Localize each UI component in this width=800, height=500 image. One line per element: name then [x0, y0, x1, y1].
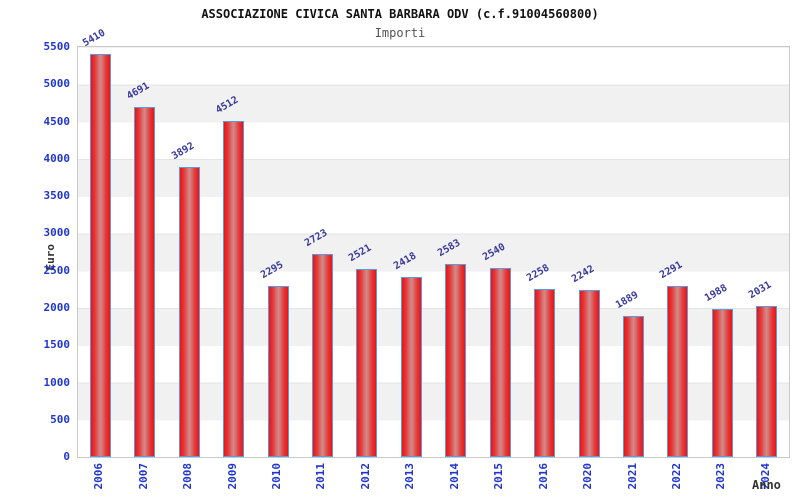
- chart-subtitle: Importi: [374, 26, 426, 40]
- x-tick-label: 2013: [403, 463, 417, 490]
- y-tick-label: 2000: [43, 300, 71, 314]
- y-tick-label: 1000: [43, 375, 71, 389]
- bar-value-label: 2258: [525, 262, 552, 284]
- y-tick-label: 2500: [43, 263, 71, 277]
- bar: [223, 120, 244, 457]
- bar: [623, 316, 644, 457]
- y-tick-label: 1500: [43, 338, 71, 352]
- bar-value-label: 2242: [569, 263, 596, 286]
- y-tick-label: 0: [63, 450, 70, 463]
- bar-value-label: 2291: [658, 259, 685, 282]
- plot-area: 5410 4691 3892 4512 2295 2723 2521 2418 2583 2540…: [77, 27, 790, 458]
- bar-value-label: 4512: [214, 94, 241, 116]
- x-tick-label: 2015: [492, 463, 506, 490]
- x-tick-label: 2021: [625, 463, 639, 490]
- bar: [178, 166, 200, 457]
- bar: [667, 286, 689, 457]
- x-tick-label: 2008: [181, 463, 195, 490]
- y-tick-label: 5000: [43, 77, 71, 91]
- chart-title: ASSOCIAZIONE CIVICA SANTA BARBARA ODV (c…: [201, 7, 599, 21]
- bar-value-label: 1988: [702, 282, 730, 304]
- x-tick-label: 2020: [581, 463, 594, 490]
- bar: [489, 267, 511, 457]
- bar: [356, 269, 378, 457]
- bar: [267, 285, 289, 457]
- bar: [711, 308, 733, 457]
- y-tick-label: 3500: [43, 189, 71, 203]
- bar: [89, 53, 111, 457]
- bar-value-label: 2723: [302, 227, 330, 250]
- bar-value-label: 2418: [391, 250, 419, 272]
- x-tick-label: 2014: [447, 463, 461, 490]
- y-tick-label: 5500: [43, 40, 71, 53]
- bar: [311, 254, 333, 457]
- bar-value-label: 2540: [480, 241, 508, 263]
- bar-value-label: 2583: [436, 237, 463, 260]
- bar-value-label: 2521: [347, 242, 374, 265]
- x-tick-label: 2022: [669, 463, 683, 490]
- bar: [445, 264, 467, 457]
- x-tick-label: 2012: [358, 463, 372, 490]
- x-tick-label: 2016: [536, 463, 550, 490]
- x-tick-label: 2009: [225, 463, 239, 490]
- bar-value-label: 1889: [614, 289, 641, 312]
- x-tick-label: 2007: [136, 463, 150, 490]
- x-tick-label: 2023: [714, 463, 728, 490]
- x-tick-label: 2006: [92, 463, 106, 490]
- x-tick-label: 2011: [314, 463, 328, 490]
- bar-value-label: 3892: [169, 140, 196, 163]
- y-tick-label: 3000: [43, 226, 71, 240]
- bar: [756, 305, 778, 457]
- bar-value-label: 2031: [747, 279, 774, 301]
- x-axis-title: Anno: [752, 478, 781, 492]
- bar-value-label: 2295: [258, 259, 285, 282]
- bar: [578, 289, 600, 457]
- y-tick-label: 500: [50, 412, 70, 426]
- y-tick-label: 4500: [43, 114, 71, 128]
- bar-value-label: 4691: [125, 80, 152, 103]
- x-tick-label: 2010: [270, 463, 283, 490]
- y-tick-label: 4000: [43, 151, 71, 165]
- bar: [534, 288, 556, 457]
- bar: [134, 107, 156, 457]
- bar: [400, 276, 422, 457]
